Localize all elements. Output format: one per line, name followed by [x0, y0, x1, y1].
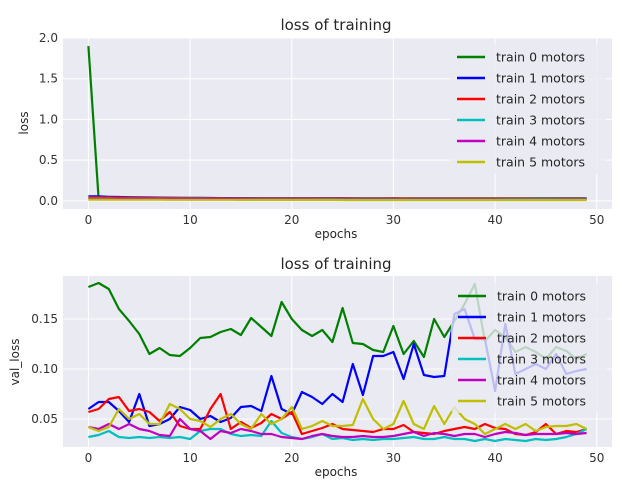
x-tick-label: 40 — [487, 213, 502, 227]
x-tick-label: 20 — [284, 213, 299, 227]
y-tick-label: 2.0 — [39, 31, 58, 45]
y-tick-label: 0.15 — [31, 312, 58, 326]
x-tick-label: 10 — [182, 451, 197, 465]
legend-label: train 1 motors — [497, 310, 586, 325]
legend-label: train 0 motors — [497, 289, 586, 304]
legend-label: train 4 motors — [496, 134, 585, 149]
y-tick-label: 1.5 — [39, 72, 58, 86]
x-tick-label: 20 — [284, 451, 299, 465]
legend-label: train 2 motors — [496, 92, 585, 107]
y-tick-label: 0.05 — [31, 412, 58, 426]
legend-label: train 1 motors — [496, 71, 585, 86]
y-tick-label: 0.10 — [31, 362, 58, 376]
legend-label: train 4 motors — [497, 373, 586, 388]
x-tick-label: 40 — [487, 451, 502, 465]
x-tick-label: 10 — [182, 213, 197, 227]
panel-1-legend: train 0 motors train 1 motors train 2 moto… — [450, 44, 606, 174]
panel-2: 0 10 20 30 40 50 0.05 0.10 0.15 loss of training… — [8, 255, 612, 479]
panel-1-xlabel: epochs — [315, 227, 358, 241]
legend-label: train 3 motors — [497, 352, 586, 367]
legend-label: train 5 motors — [497, 394, 586, 409]
legend-label: train 3 motors — [496, 113, 585, 128]
panel-2-ylabel: val_loss — [8, 339, 22, 386]
x-tick-label: 50 — [589, 451, 604, 465]
panel-2-title: loss of training — [280, 255, 391, 273]
legend-label: train 2 motors — [497, 331, 586, 346]
x-tick-label: 50 — [589, 213, 604, 227]
y-tick-label: 1.0 — [39, 112, 58, 126]
y-tick-label: 0.5 — [39, 153, 58, 167]
panel-1-ylabel: loss — [17, 111, 31, 134]
x-tick-label: 0 — [85, 451, 93, 465]
panel-1-title: loss of training — [280, 16, 391, 34]
x-tick-label: 30 — [386, 451, 401, 465]
x-tick-label: 0 — [85, 213, 93, 227]
panel-2-xlabel: epochs — [315, 465, 358, 479]
legend-label: train 5 motors — [496, 155, 585, 170]
panel-1: 0 10 20 30 40 50 0.0 0.5 1.0 1.5 2.0 loss of train… — [17, 16, 612, 241]
legend-label: train 0 motors — [496, 50, 585, 65]
x-tick-label: 30 — [386, 213, 401, 227]
panel-2-legend: train 0 motors train 1 motors train 2 moto… — [451, 283, 607, 413]
y-tick-label: 0.0 — [39, 194, 58, 208]
